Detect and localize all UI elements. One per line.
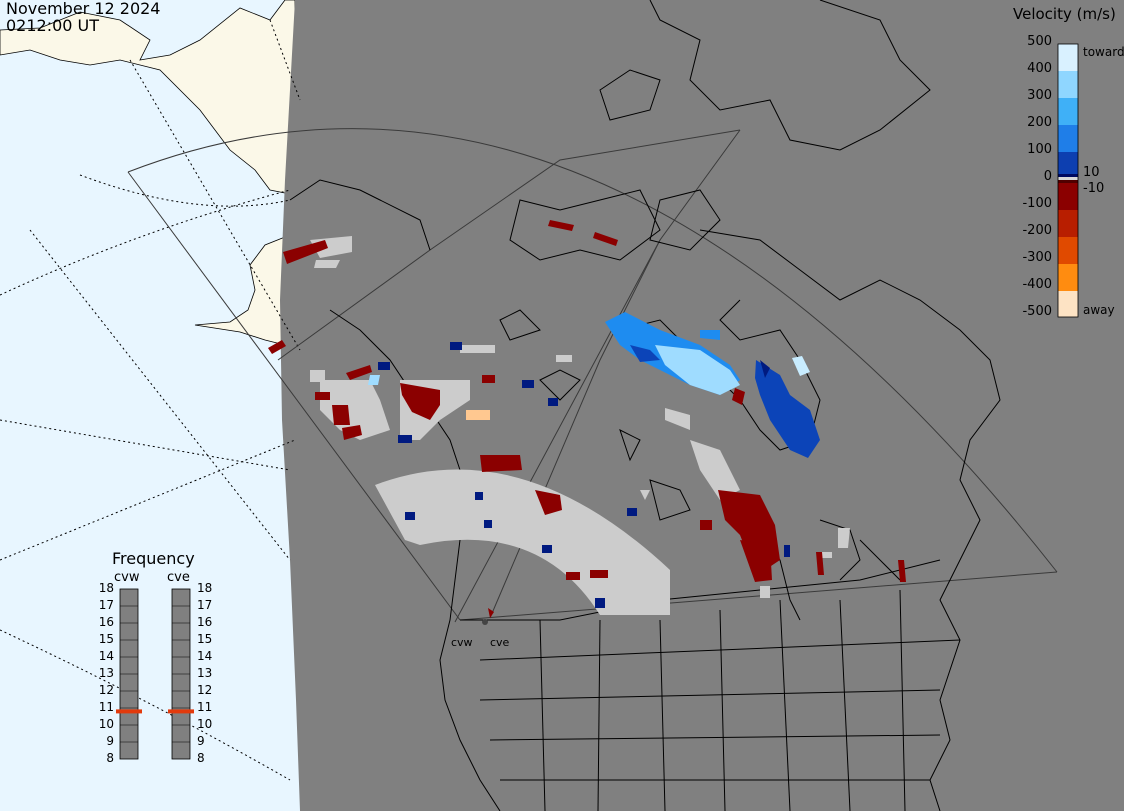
legend-tick-label: 300 bbox=[1027, 88, 1052, 103]
radar-label-cve: cve bbox=[490, 636, 510, 649]
frequency-scale-label: 14 bbox=[197, 649, 213, 663]
frequency-scale-label: 18 bbox=[197, 581, 213, 595]
frequency-scale-label: 8 bbox=[106, 751, 114, 765]
legend-tick-label: 400 bbox=[1027, 61, 1052, 76]
velocity-colorbar bbox=[1057, 43, 1079, 318]
sunlit-land-alaska bbox=[194, 234, 291, 346]
frequency-scale-label: 16 bbox=[197, 615, 213, 629]
frequency-scale-label: 13 bbox=[197, 666, 213, 680]
frequency-scale-label: 15 bbox=[98, 632, 114, 646]
frequency-grid bbox=[120, 605, 190, 743]
frequency-title: Frequency bbox=[112, 549, 195, 568]
frequency-scale-label: 11 bbox=[197, 700, 213, 714]
legend-tick-label: 200 bbox=[1027, 115, 1052, 130]
frequency-scale-label: 8 bbox=[197, 751, 205, 765]
frequency-scale-label: 17 bbox=[197, 598, 213, 612]
away-scatter bbox=[268, 220, 906, 582]
time-label: 0212:00 UT bbox=[6, 16, 100, 35]
frequency-markers bbox=[116, 709, 194, 714]
frequency-radar-cvw: cvw bbox=[114, 570, 140, 585]
night-region bbox=[280, 0, 1124, 811]
frequency-marker-cvw bbox=[116, 709, 142, 714]
legend-away-label: away bbox=[1083, 303, 1115, 317]
legend-toward-label: toward bbox=[1083, 45, 1124, 59]
frequency-radar-cve: cve bbox=[167, 570, 190, 585]
frequency-scale-label: 9 bbox=[106, 734, 114, 748]
legend-tick-label: -300 bbox=[1022, 250, 1052, 265]
toward-scatter bbox=[368, 312, 820, 458]
radar-label-cvw: cvw bbox=[451, 636, 473, 649]
frequency-scale-label: 9 bbox=[197, 734, 205, 748]
legend-tick-label: -200 bbox=[1022, 223, 1052, 238]
frequency-scale-label: 10 bbox=[197, 717, 213, 731]
legend-tick-label: 10 bbox=[1083, 165, 1100, 180]
legend-tick-label: 500 bbox=[1027, 34, 1052, 49]
frequency-scale-label: 12 bbox=[197, 683, 213, 697]
frequency-scale-label: 13 bbox=[98, 666, 114, 680]
legend-tick-label: -10 bbox=[1083, 181, 1105, 196]
legend-tick-label: -500 bbox=[1022, 304, 1052, 319]
legend-tick-label: 0 bbox=[1043, 169, 1052, 184]
legend-tick-label: -400 bbox=[1022, 277, 1052, 292]
frequency-scale-label: 17 bbox=[98, 598, 114, 612]
frequency-marker-cve bbox=[168, 709, 194, 714]
frequency-scale-label: 14 bbox=[98, 649, 114, 663]
fov-outline bbox=[127, 128, 1058, 623]
frequency-scale-label: 18 bbox=[98, 581, 114, 595]
legend-tick-label: -100 bbox=[1022, 196, 1052, 211]
toward-deep-scatter bbox=[378, 342, 790, 608]
frequency-scale-label: 10 bbox=[98, 717, 114, 731]
coastlines bbox=[289, 0, 1001, 811]
date-label: November 12 2024 bbox=[6, 0, 161, 18]
radar-sites bbox=[482, 608, 494, 625]
legend-title: Velocity (m/s) bbox=[1013, 5, 1116, 23]
frequency-scale-label: 15 bbox=[197, 632, 213, 646]
frequency-scale-label: 12 bbox=[98, 683, 114, 697]
legend-tick-label: 100 bbox=[1027, 142, 1052, 157]
frequency-scale-label: 16 bbox=[98, 615, 114, 629]
frequency-scale-label: 11 bbox=[98, 700, 114, 714]
graticule bbox=[0, 19, 301, 781]
